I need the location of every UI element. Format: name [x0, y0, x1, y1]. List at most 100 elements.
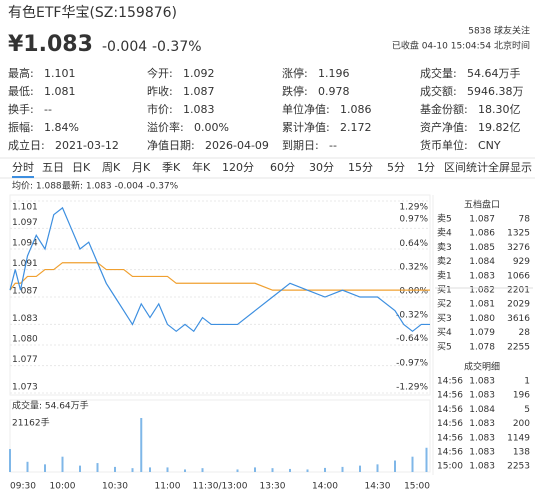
tab[interactable]: 周K: [102, 161, 121, 174]
book-price: 1.079: [469, 328, 495, 338]
volume-bar: [271, 468, 274, 472]
volume-bar: [376, 464, 379, 472]
tab[interactable]: 分时: [12, 161, 34, 174]
stat-value: 1.083: [183, 103, 215, 116]
volume-bar: [394, 460, 396, 472]
panel-title: 五档盘口: [464, 199, 500, 211]
tab[interactable]: 年K: [192, 160, 211, 174]
stat-value: 1.081: [44, 85, 76, 98]
latest-legend: 最新: 1.083 -0.004 -0.37%: [62, 180, 179, 192]
tool[interactable]: 区间统计: [444, 161, 488, 174]
book-price: 1.081: [469, 300, 495, 310]
book-price: 1.083: [469, 271, 495, 281]
stat-label: 涨停:: [282, 66, 308, 80]
volume-bar: [149, 467, 151, 472]
tab[interactable]: 1分: [417, 161, 435, 174]
stat-label: 净值日期:: [147, 138, 195, 152]
y-tick-label: 1.087: [12, 287, 38, 297]
tab[interactable]: 30分: [309, 161, 334, 174]
trade-price: 1.084: [469, 405, 495, 415]
trade-time: 15:00: [437, 462, 463, 472]
stat-label: 振幅:: [8, 120, 34, 134]
y-tick-label: 1.073: [12, 383, 38, 393]
tab[interactable]: 季K: [162, 161, 181, 174]
volume-frame: [9, 399, 431, 473]
trade-time: 14:56: [437, 448, 463, 458]
tool[interactable]: 全屏显示: [488, 160, 532, 174]
stat-value: 0.00%: [194, 121, 229, 134]
stat-value: 1.101: [44, 67, 76, 80]
book-side: 卖3: [437, 242, 452, 253]
book-volume: 2255: [507, 342, 530, 352]
y2-tick-label: -0.64%: [396, 334, 428, 344]
stat-value: 1.84%: [44, 121, 79, 134]
tab[interactable]: 15分: [348, 161, 373, 174]
stat-label: 成交额:: [420, 84, 457, 98]
book-volume: 3616: [507, 314, 530, 324]
book-price: 1.078: [469, 342, 495, 352]
book-side: 买1: [437, 285, 452, 296]
tab[interactable]: 120分: [222, 161, 254, 174]
tab[interactable]: 5分: [387, 161, 405, 174]
book-side: 卖2: [437, 256, 452, 267]
stat-value: 5946.38万: [467, 85, 524, 98]
status: 已收盘 04-10 15:04:54 北京时间: [392, 40, 530, 52]
volume-bar: [201, 468, 204, 472]
volume-bar: [96, 463, 99, 472]
trade-price: 1.083: [469, 419, 495, 429]
stat-label: 今开:: [147, 66, 173, 80]
book-side: 卖5: [437, 214, 452, 225]
followers: 5838 球友关注: [468, 25, 530, 37]
change: -0.004: [102, 39, 147, 55]
volume-bar: [166, 467, 169, 472]
x-tick-label: 10:00: [50, 482, 76, 492]
tab[interactable]: 日K: [72, 161, 91, 174]
x-tick-label: 15:00: [404, 482, 430, 492]
stat-value: 2026-04-09: [205, 139, 269, 152]
stat-label: 溢价率:: [147, 120, 184, 134]
book-side: 卖4: [437, 228, 452, 239]
x-tick-label: 11:00: [155, 482, 181, 492]
trade-price: 1.083: [469, 377, 495, 387]
panel-title: 成交明细: [464, 361, 500, 373]
trade-volume: 1: [524, 377, 530, 387]
stat-value: --: [44, 103, 52, 116]
volume-bar: [131, 468, 134, 472]
tab[interactable]: 60分: [270, 161, 295, 174]
x-tick-label: 09:30: [10, 482, 36, 492]
y2-tick-label: 0.97%: [399, 214, 428, 224]
tab[interactable]: 五日: [42, 161, 64, 174]
stat-label: 昨收:: [147, 84, 173, 98]
book-volume: 1066: [507, 271, 530, 281]
trade-time: 14:56: [437, 391, 463, 401]
trade-volume: 138: [513, 448, 530, 458]
tab[interactable]: 月K: [132, 161, 151, 174]
book-volume: 2201: [507, 286, 530, 296]
volume-bar: [140, 418, 143, 472]
book-price: 1.085: [469, 243, 495, 253]
stat-label: 换手:: [8, 102, 34, 116]
series-line: [9, 262, 430, 291]
stat-label: 单位净值:: [282, 102, 330, 116]
volume-bar: [359, 465, 361, 472]
x-tick-label: 14:30: [365, 482, 391, 492]
y-tick-label: 1.097: [12, 218, 38, 228]
stat-value: 19.82亿: [478, 121, 521, 134]
volume-tick-label: 21162手: [12, 417, 50, 429]
y2-tick-label: 0.00%: [399, 287, 428, 297]
y2-tick-label: 0.32%: [399, 263, 428, 273]
price: ¥1.083: [8, 32, 93, 57]
y2-tick-label: -1.29%: [396, 383, 428, 393]
trade-price: 1.083: [469, 462, 495, 472]
stat-value: 1.087: [183, 85, 215, 98]
y-tick-label: 1.091: [12, 259, 38, 269]
trade-volume: 2253: [507, 462, 530, 472]
y2-tick-label: 0.64%: [399, 239, 428, 249]
book-price: 1.086: [469, 229, 495, 239]
book-side: 买3: [437, 313, 452, 324]
stat-label: 基金份额:: [420, 102, 468, 116]
stat-value: CNY: [478, 139, 501, 152]
stat-label: 成立日:: [8, 138, 45, 152]
book-side: 买4: [437, 327, 452, 338]
